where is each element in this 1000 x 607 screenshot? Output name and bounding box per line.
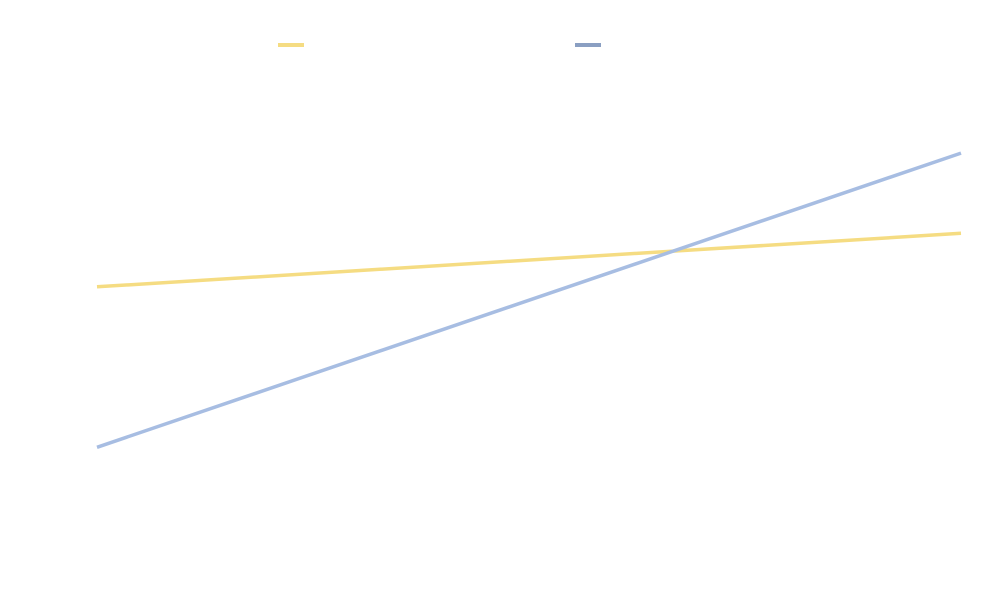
series-line-2	[96, 151, 962, 449]
series-line-1	[96, 231, 962, 289]
legend-swatch-2	[575, 43, 601, 47]
legend-swatch-1	[278, 43, 304, 47]
plot-area	[96, 151, 962, 449]
legend	[278, 43, 601, 47]
